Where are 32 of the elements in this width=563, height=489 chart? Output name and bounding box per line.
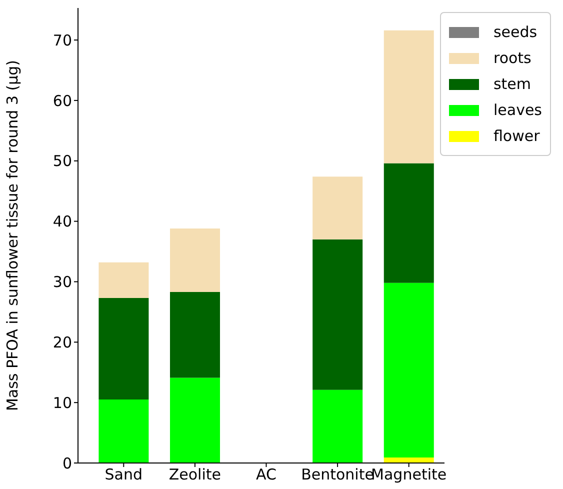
- y-tick-label: 10: [52, 394, 72, 412]
- bar: [312, 390, 363, 463]
- x-tick-label: Sand: [104, 466, 143, 484]
- bar: [384, 458, 434, 463]
- x-tick-label: AC: [256, 466, 276, 484]
- bar: [384, 163, 434, 283]
- y-tick-label: 60: [52, 92, 72, 110]
- bar: [170, 378, 220, 463]
- bar: [312, 176, 363, 240]
- y-tick-label: 20: [52, 333, 72, 352]
- y-axis-title: Mass PFOA in sunflower tissue for round 3 (µg): [3, 60, 22, 412]
- x-tick-label: Zeolite: [168, 466, 222, 484]
- y-tick-label: 0: [62, 454, 72, 472]
- bar: [98, 400, 149, 463]
- bar: [170, 228, 220, 292]
- legend-label: stem: [493, 75, 532, 93]
- legend-label: leaves: [493, 101, 542, 119]
- legend-label: roots: [493, 49, 532, 67]
- bar: [170, 292, 220, 378]
- bar: [98, 298, 149, 400]
- y-tick-label: 70: [52, 31, 72, 50]
- y-tick-label: 50: [52, 152, 72, 170]
- legend-label: flower: [493, 127, 540, 145]
- y-tick-label: 40: [52, 212, 72, 231]
- x-tick-label: Bentonite: [301, 466, 374, 484]
- y-tick-label: 30: [52, 273, 72, 292]
- legend-label: seeds: [493, 23, 538, 41]
- x-tick-label: Magnetite: [371, 466, 447, 484]
- bar: [312, 239, 363, 390]
- bar: [98, 262, 149, 298]
- bar: [384, 282, 434, 458]
- bar: [384, 30, 434, 164]
